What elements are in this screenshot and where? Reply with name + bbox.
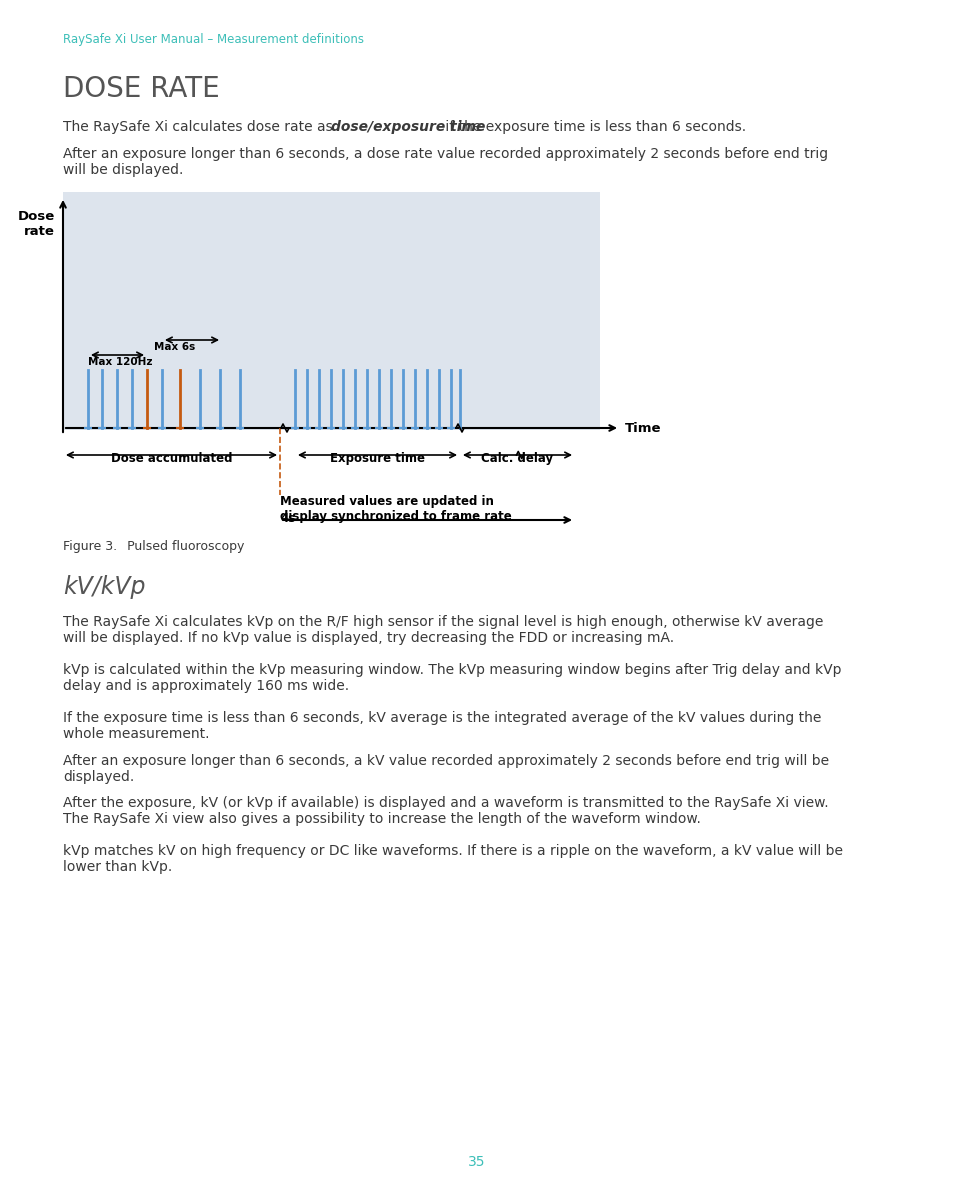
Text: delay and is approximately 160 ms wide.: delay and is approximately 160 ms wide. <box>63 679 349 693</box>
Bar <box>63 192 599 429</box>
Text: The RaySafe Xi calculates dose rate as: The RaySafe Xi calculates dose rate as <box>63 120 336 134</box>
Text: will be displayed.: will be displayed. <box>63 163 183 177</box>
Text: After the exposure, kV (or kVp if available) is displayed and a waveform is tran: After the exposure, kV (or kVp if availa… <box>63 796 828 810</box>
Text: lower than kVp.: lower than kVp. <box>63 860 172 874</box>
Text: RaySafe Xi User Manual – Measurement definitions: RaySafe Xi User Manual – Measurement def… <box>63 33 364 47</box>
Text: Max 120Hz: Max 120Hz <box>88 357 152 367</box>
Text: kV/kVp: kV/kVp <box>63 575 146 599</box>
Text: Measured values are updated in
display synchronized to frame rate: Measured values are updated in display s… <box>280 495 511 523</box>
Text: 35: 35 <box>468 1155 485 1169</box>
Text: Exposure time: Exposure time <box>330 452 424 465</box>
Text: kVp matches kV on high frequency or DC like waveforms. If there is a ripple on t: kVp matches kV on high frequency or DC l… <box>63 843 842 858</box>
Text: 4s: 4s <box>280 512 294 525</box>
Text: displayed.: displayed. <box>63 769 134 784</box>
Text: dose/exposure time: dose/exposure time <box>331 120 485 134</box>
Text: kVp is calculated within the kVp measuring window. The kVp measuring window begi: kVp is calculated within the kVp measuri… <box>63 663 841 676</box>
Text: DOSE RATE: DOSE RATE <box>63 75 219 103</box>
Text: The RaySafe Xi calculates kVp on the R/F high sensor if the signal level is high: The RaySafe Xi calculates kVp on the R/F… <box>63 616 822 629</box>
Text: whole measurement.: whole measurement. <box>63 727 210 741</box>
Text: After an exposure longer than 6 seconds, a kV value recorded approximately 2 sec: After an exposure longer than 6 seconds,… <box>63 754 828 768</box>
Text: Figure 3.    Pulsed fluoroscopy: Figure 3. Pulsed fluoroscopy <box>63 540 244 554</box>
Text: If the exposure time is less than 6 seconds, kV average is the integrated averag: If the exposure time is less than 6 seco… <box>63 711 821 725</box>
Text: Dose
rate: Dose rate <box>18 210 55 237</box>
Text: After an exposure longer than 6 seconds, a dose rate value recorded approximatel: After an exposure longer than 6 seconds,… <box>63 147 827 161</box>
Text: Time: Time <box>624 421 660 434</box>
Text: if the exposure time is less than 6 seconds.: if the exposure time is less than 6 seco… <box>440 120 745 134</box>
Text: Dose accumulated: Dose accumulated <box>111 452 232 465</box>
Text: will be displayed. If no kVp value is displayed, try decreasing the FDD or incre: will be displayed. If no kVp value is di… <box>63 631 674 645</box>
Text: Max 6s: Max 6s <box>154 342 195 352</box>
Text: Calc. delay: Calc. delay <box>480 452 553 465</box>
Text: The RaySafe Xi view also gives a possibility to increase the length of the wavef: The RaySafe Xi view also gives a possibi… <box>63 812 700 826</box>
